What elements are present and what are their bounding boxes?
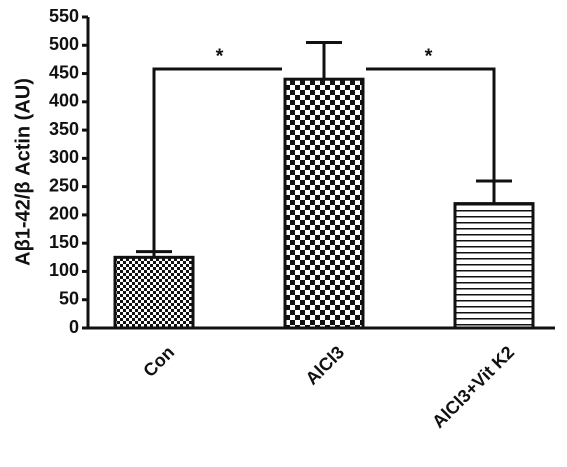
y-tick-label: 100 [49,260,79,280]
y-tick-label: 450 [49,62,79,82]
significance-marker: * [216,45,224,67]
bar [453,202,535,330]
significance-bracket [152,67,282,252]
y-tick-label: 300 [49,147,79,167]
y-axis-label: Aβ1-42/β Actin (AU) [12,78,34,266]
y-tick-label: 350 [49,119,79,139]
significance-bracket [366,67,496,181]
x-tick-label: Con [139,342,178,381]
y-tick-label: 250 [49,175,79,195]
bar [113,255,195,330]
x-tick-label: AlCl3 [302,342,349,389]
y-tick-label: 0 [69,317,79,337]
y-tick-label: 500 [49,34,79,54]
significance-marker: * [425,45,433,67]
y-tick-label: 150 [49,232,79,252]
y-tick-label: 550 [49,6,79,26]
y-tick-label: 400 [49,91,79,111]
y-tick-label: 50 [59,288,79,308]
bar [283,77,365,330]
y-tick-label: 200 [49,204,79,224]
x-tick-label: AlCl3+Vit K2 [428,342,518,432]
